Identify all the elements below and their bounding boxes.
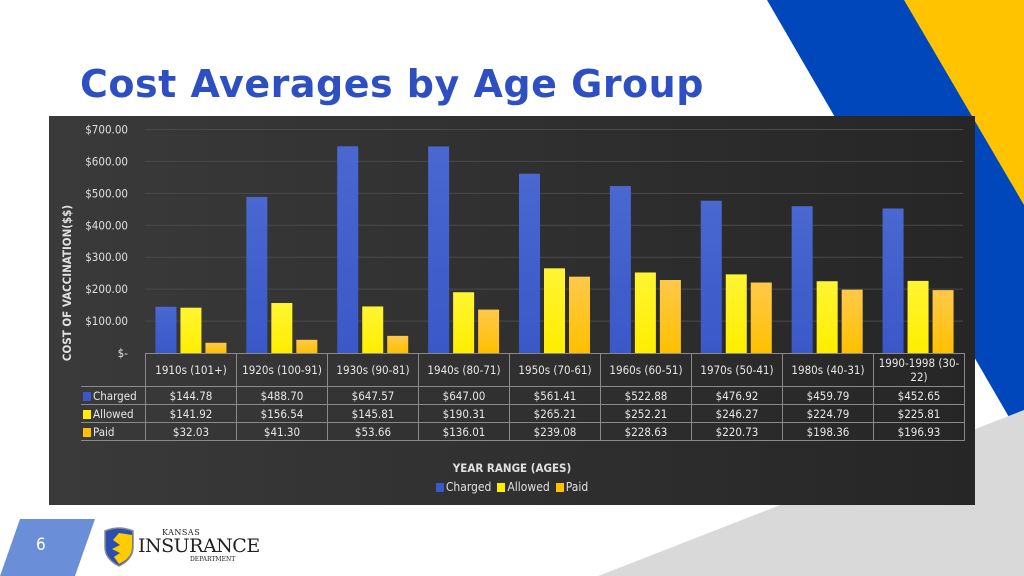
data-label: $476.92 bbox=[691, 386, 783, 405]
category-label: 1920s (100-91) bbox=[236, 353, 328, 387]
plot-area: $- $100.00 $200.00 $300.00 $400.00 $500.00 $60… bbox=[85, 123, 963, 360]
data-label: $136.01 bbox=[418, 422, 510, 441]
data-label: $145.81 bbox=[327, 404, 419, 423]
y-axis-title: COST OF VACCINATION($$) bbox=[60, 204, 74, 362]
bar-chart: $- $100.00 $200.00 $300.00 $400.00 $500.00 $60… bbox=[49, 116, 975, 505]
table-row: Allowed $141.92 $156.54 $145.81 $190.31 $265.… bbox=[81, 404, 965, 423]
page-number: 6 bbox=[36, 535, 46, 555]
category-label: 1940s (80-71) bbox=[418, 353, 510, 387]
data-label: $190.31 bbox=[418, 404, 510, 423]
bar-allowed bbox=[907, 280, 929, 353]
shield-logo-icon bbox=[104, 527, 134, 567]
page-number-tab bbox=[0, 519, 95, 576]
corner-cell bbox=[81, 353, 146, 387]
bar-charged bbox=[791, 206, 813, 353]
data-label: $53.66 bbox=[327, 422, 419, 441]
legend-swatch bbox=[555, 483, 564, 492]
category-label: 1950s (70-61) bbox=[509, 353, 601, 387]
data-label: $561.41 bbox=[509, 386, 601, 405]
data-label: $198.36 bbox=[782, 422, 874, 441]
legend-swatch bbox=[435, 483, 444, 492]
bar-paid bbox=[296, 339, 318, 353]
bar-charged bbox=[246, 196, 268, 353]
category-label: 1990-1998 (30-22) bbox=[873, 353, 965, 387]
bar-allowed bbox=[725, 274, 747, 353]
category-label: 1960s (60-51) bbox=[600, 353, 692, 387]
category-label: 1930s (90-81) bbox=[327, 353, 419, 387]
data-label: $488.70 bbox=[236, 386, 328, 405]
bar-allowed bbox=[180, 307, 202, 353]
data-label: $228.63 bbox=[600, 422, 692, 441]
data-label: $252.21 bbox=[600, 404, 692, 423]
bar-charged bbox=[882, 208, 904, 353]
bar-paid bbox=[478, 309, 500, 353]
legend-item-allowed: Allowed bbox=[497, 480, 550, 494]
category-label: 1970s (50-41) bbox=[691, 353, 783, 387]
data-label: $647.57 bbox=[327, 386, 419, 405]
bar-allowed bbox=[816, 281, 838, 353]
x-axis-title: YEAR RANGE (AGES) bbox=[452, 461, 572, 475]
y-tick-label: $600.00 bbox=[85, 154, 128, 168]
data-label: $239.08 bbox=[509, 422, 601, 441]
bar-allowed bbox=[453, 292, 475, 353]
legend-swatch bbox=[497, 483, 506, 492]
y-tick-label: $300.00 bbox=[85, 250, 128, 264]
data-label: $156.54 bbox=[236, 404, 328, 423]
data-label: $141.92 bbox=[145, 404, 237, 423]
bar-charged bbox=[519, 173, 540, 353]
data-label: $41.30 bbox=[236, 422, 328, 441]
y-tick-label: $100.00 bbox=[85, 314, 128, 328]
bar-paid bbox=[205, 342, 227, 353]
y-tick-label: $400.00 bbox=[85, 218, 128, 232]
bar-paid bbox=[569, 276, 590, 353]
bar-paid bbox=[387, 335, 409, 353]
data-label: $265.21 bbox=[509, 404, 601, 423]
legend-item-charged: Charged bbox=[435, 480, 491, 494]
table-row: Paid $32.03 $41.30 $53.66 $136.01 $239.08 $228… bbox=[81, 422, 965, 441]
series-label: Charged bbox=[81, 386, 146, 405]
data-label: $522.88 bbox=[600, 386, 692, 405]
legend-swatch bbox=[83, 391, 91, 401]
y-tick-label: $500.00 bbox=[85, 186, 128, 200]
bar-charged bbox=[155, 306, 177, 353]
data-label: $144.78 bbox=[145, 386, 237, 405]
data-label: $32.03 bbox=[145, 422, 237, 441]
data-label: $220.73 bbox=[691, 422, 783, 441]
data-label: $459.79 bbox=[782, 386, 874, 405]
bar-allowed bbox=[362, 306, 384, 353]
data-label: $647.00 bbox=[418, 386, 510, 405]
bar-paid bbox=[659, 280, 681, 353]
bar-allowed bbox=[271, 303, 293, 353]
series-label: Paid bbox=[81, 422, 146, 441]
bar-allowed bbox=[544, 268, 565, 353]
legend-item-paid: Paid bbox=[555, 480, 588, 494]
data-table: 1910s (101+) 1920s (100-91) 1930s (90-81) 1… bbox=[81, 353, 965, 441]
bar-charged bbox=[609, 186, 631, 353]
table-header-row: 1910s (101+) 1920s (100-91) 1930s (90-81) 1… bbox=[81, 353, 965, 387]
y-tick-label: $200.00 bbox=[85, 282, 128, 296]
data-label: $196.93 bbox=[873, 422, 965, 441]
table-row: Charged $144.78 $488.70 $647.57 $647.00 $561.… bbox=[81, 386, 965, 405]
slide-title: Cost Averages by Age Group bbox=[80, 62, 704, 106]
bar-paid bbox=[932, 290, 954, 353]
bar-charged bbox=[700, 200, 722, 353]
data-label: $246.27 bbox=[691, 404, 783, 423]
yellow-band bbox=[904, 0, 1024, 205]
y-tick-label: $- bbox=[118, 346, 129, 360]
category-label: 1980s (40-31) bbox=[782, 353, 874, 387]
series-label: Allowed bbox=[81, 404, 146, 423]
data-label: $224.79 bbox=[782, 404, 874, 423]
bar-charged bbox=[337, 146, 359, 353]
bar-paid bbox=[841, 289, 863, 353]
legend-swatch bbox=[83, 427, 91, 437]
bar-paid bbox=[750, 282, 772, 353]
legend: Charged Allowed Paid bbox=[49, 480, 975, 494]
y-tick-label: $700.00 bbox=[85, 123, 128, 137]
data-label: $225.81 bbox=[873, 404, 965, 423]
data-label: $452.65 bbox=[873, 386, 965, 405]
legend-swatch bbox=[83, 409, 91, 419]
category-label: 1910s (101+) bbox=[145, 353, 237, 387]
bar-allowed bbox=[634, 272, 656, 353]
bar-charged bbox=[428, 146, 450, 353]
